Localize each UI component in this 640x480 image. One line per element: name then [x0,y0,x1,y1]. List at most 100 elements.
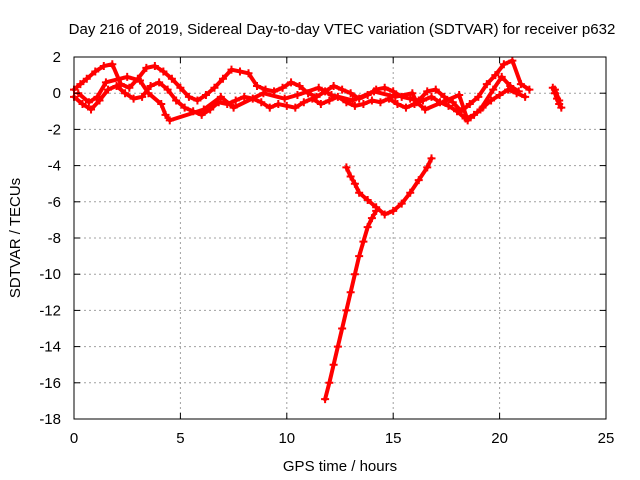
data-point [346,288,355,297]
data-point [253,81,262,90]
data-point [172,96,181,105]
data-point [116,80,125,89]
data-point [359,100,368,109]
data-point [389,206,398,215]
data-point [491,71,500,80]
series-trace [76,74,521,123]
data-point [414,176,423,185]
data-point [259,89,268,98]
data-point [108,60,117,69]
data-point [346,89,355,98]
series-trace [323,208,379,402]
data-point [370,87,379,96]
data-point [144,89,153,98]
data-point [329,360,338,369]
data-point [316,100,325,109]
y-tick-label: -6 [48,194,61,211]
data-point [325,96,334,105]
data-point [155,78,164,87]
data-point [346,172,355,181]
data-point [104,85,113,94]
data-point [338,324,347,333]
data-point [380,83,389,92]
data-point [101,78,110,87]
data-point [497,72,506,81]
x-tick-label: 15 [385,430,402,447]
data-point [176,83,185,92]
data-point [229,103,238,112]
data-point [342,163,351,172]
data-point [412,98,421,107]
y-tick-label: -10 [39,266,61,283]
data-point [376,98,385,107]
data-point [180,103,189,112]
data-point [295,81,304,90]
data-point [367,214,376,223]
data-point [167,74,176,83]
data-point [389,87,398,96]
data-point [355,252,364,261]
data-point [499,60,508,69]
data-point [163,85,172,94]
data-point [363,223,372,232]
data-point [506,81,515,90]
series-group [548,83,566,112]
data-point [514,87,523,96]
y-tick-label: -8 [48,230,61,247]
series-group [342,154,436,219]
data-point [227,65,236,74]
data-point [327,91,336,100]
data-point [525,85,534,94]
data-point [474,92,483,101]
data-point [423,163,432,172]
data-point [314,83,323,92]
y-tick-label: -2 [48,121,61,138]
data-point [397,199,406,208]
data-point [218,74,227,83]
data-point [165,116,174,125]
data-point [257,98,266,107]
data-point [350,270,359,279]
data-point [355,188,364,197]
y-tick-label: -14 [39,339,61,356]
data-point [342,306,351,315]
series-group [321,206,381,404]
data-point [76,80,85,89]
data-point [393,100,402,109]
data-point [482,80,491,89]
data-point [142,63,151,72]
data-point [495,91,504,100]
data-point [274,100,283,109]
data-point [293,91,302,100]
data-point [444,101,453,110]
data-point [350,179,359,188]
data-point [99,62,108,71]
data-point [348,96,357,105]
data-point [112,81,121,90]
series-layer [70,56,566,404]
data-point [123,72,132,81]
data-point [418,96,427,105]
data-point [121,89,130,98]
data-point [157,100,166,109]
data-point [350,101,359,110]
data-point [359,237,368,246]
data-point [125,83,134,92]
data-point [442,96,451,105]
series-group [70,56,534,116]
y-tick-label: -12 [39,302,61,319]
data-point [406,188,415,197]
data-point [193,96,202,105]
data-point [231,96,240,105]
data-point [240,92,249,101]
data-point [555,96,564,105]
data-point [244,69,253,78]
data-point [135,76,144,85]
data-point [308,94,317,103]
data-point [421,105,430,114]
data-point [453,107,462,116]
data-point [333,342,342,351]
data-point [508,56,517,65]
